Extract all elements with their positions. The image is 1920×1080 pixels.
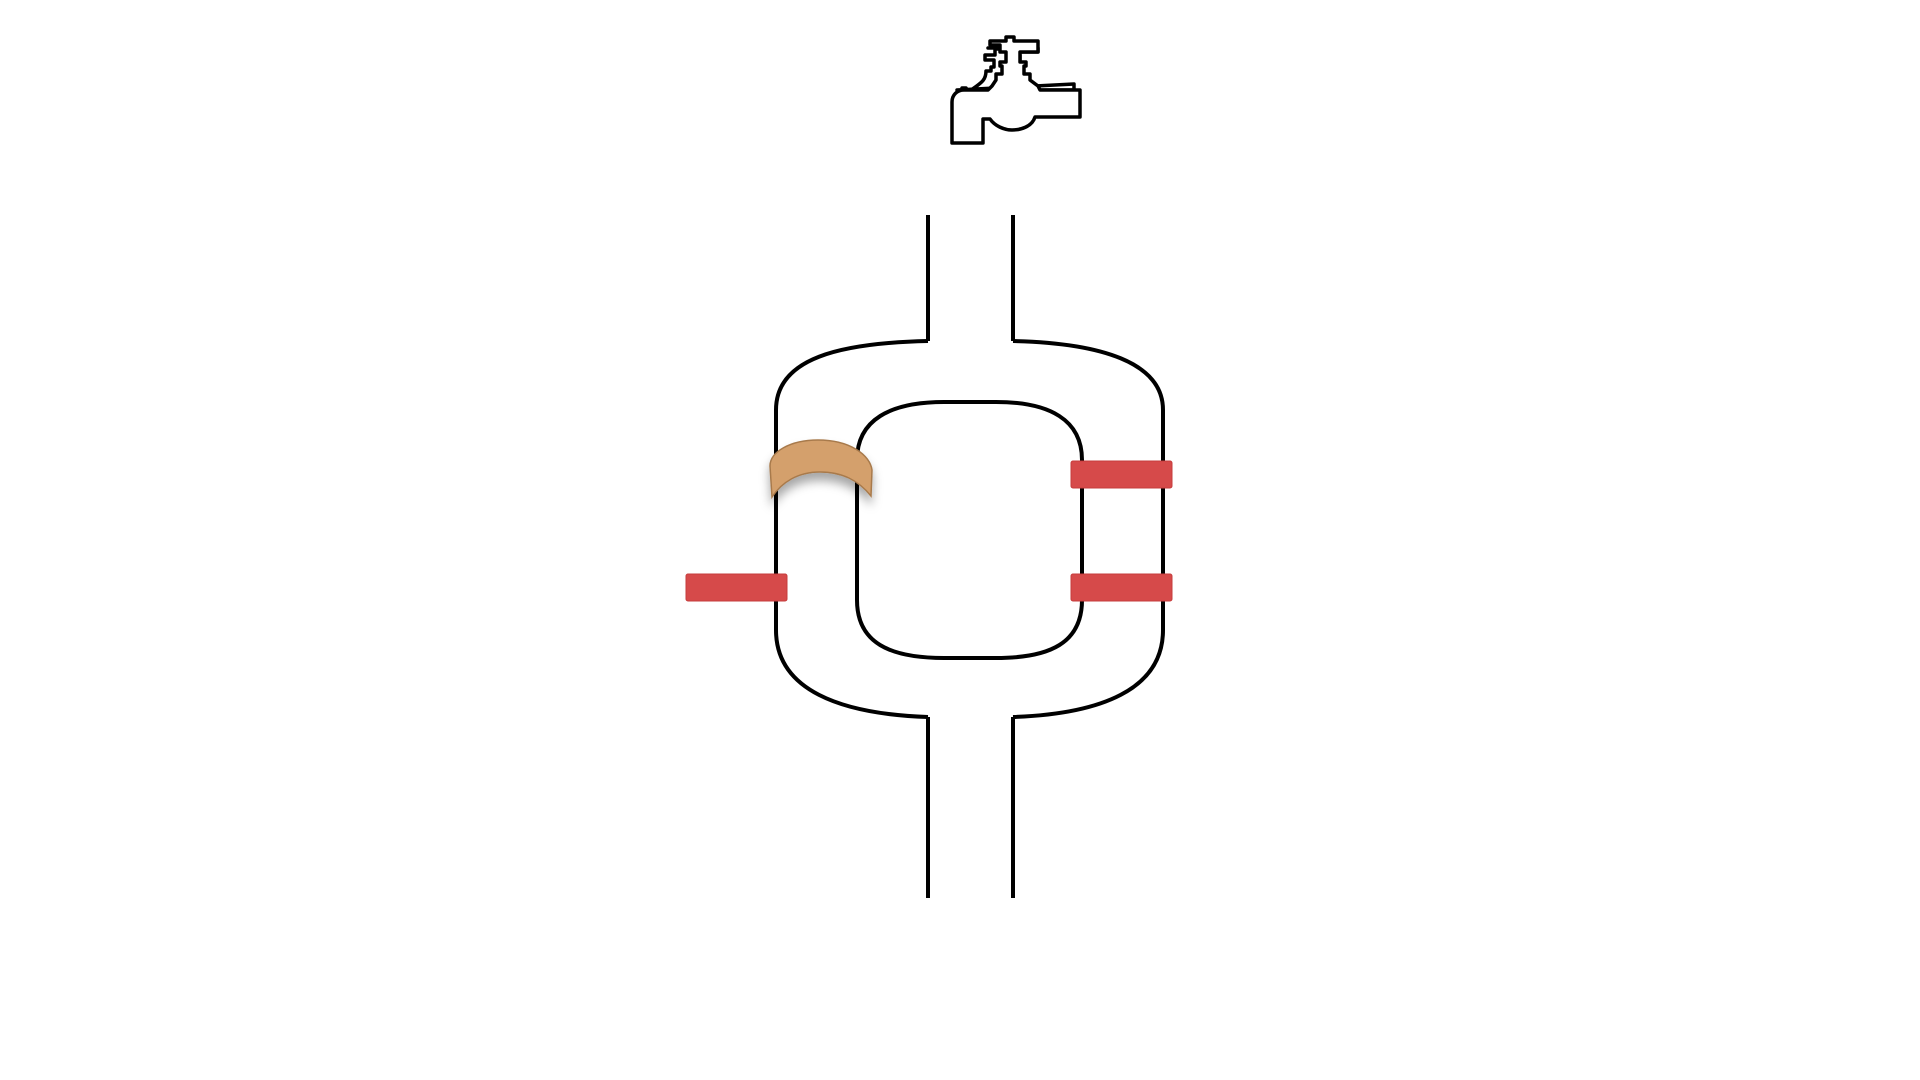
outer-loop-left (774, 339, 929, 719)
valve-right-upper[interactable] (1070, 460, 1173, 489)
inner-loop (855, 400, 1084, 660)
valve-right-lower[interactable] (1070, 573, 1173, 602)
faucet-icon[interactable] (950, 35, 1082, 145)
valve-left-outer-lower[interactable] (685, 573, 788, 602)
outer-loop-right (1012, 339, 1165, 719)
pipe-patch-icon[interactable] (769, 439, 873, 500)
pipe-network (774, 215, 1165, 898)
